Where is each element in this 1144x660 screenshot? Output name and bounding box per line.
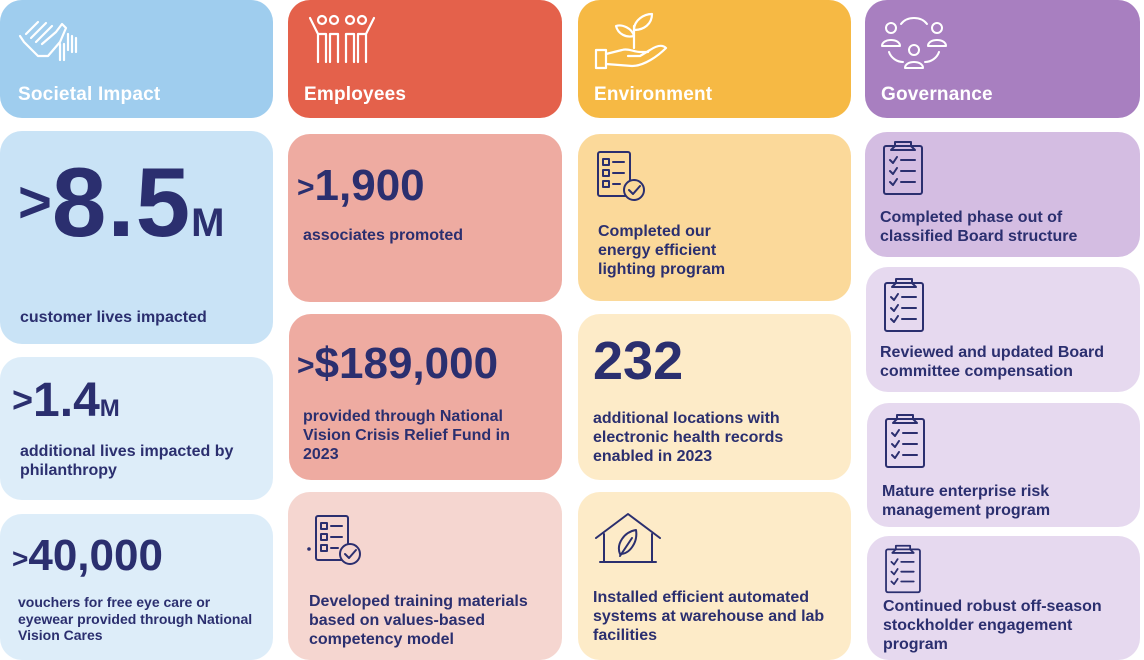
item-caption: Developed training materials based on va… [309, 593, 528, 648]
stat-value: >1,900 [297, 161, 425, 210]
stat-caption: additional lives impacted by philanthrop… [20, 443, 234, 479]
environment-stat-2: 232 additional locations with electronic… [578, 314, 851, 480]
stat-value: >40,000 [12, 531, 163, 580]
stat-value: 232 [593, 331, 684, 391]
checklist-icon [594, 150, 648, 204]
environment-title: Environment [594, 84, 713, 105]
employees-stat-1: >1,900 associates promoted [288, 134, 562, 302]
stat-caption: vouchers for free eye care or eyewear pr… [18, 594, 253, 644]
item-caption: Completed phase out of classified Board … [880, 209, 1078, 245]
item-caption: Installed efficient automated systems at… [593, 589, 825, 644]
clipboard-check-icon [883, 413, 927, 469]
checklist-icon [306, 512, 364, 570]
employees-header: Employees [288, 0, 562, 118]
item-caption: Reviewed and updated Board committee com… [880, 344, 1105, 380]
societal-stat-3: >40,000 vouchers for free eye care or ey… [0, 514, 273, 660]
people-network-icon [879, 14, 949, 70]
governance-item-3: Mature enterprise risk management progra… [867, 403, 1140, 527]
stat-caption: additional locations with electronic hea… [593, 410, 784, 465]
raised-hand-icon [16, 10, 84, 68]
societal-title: Societal Impact [18, 84, 161, 105]
stat-caption: customer lives impacted [20, 309, 207, 326]
stat-caption: provided through National Vision Crisis … [303, 408, 510, 463]
item-caption: Mature enterprise risk management progra… [882, 483, 1051, 519]
team-celebrating-icon [306, 12, 378, 68]
clipboard-check-icon [882, 277, 926, 333]
governance-header: Governance [865, 0, 1140, 118]
governance-title: Governance [881, 84, 993, 105]
stat-value: >$189,000 [297, 339, 499, 388]
employees-stat-2: >$189,000 provided through National Visi… [289, 314, 562, 480]
stat-value: >8.5M [18, 147, 225, 257]
environment-item-3: Installed efficient automated systems at… [578, 492, 851, 660]
environment-item-1: Completed our energy efficient lighting … [578, 134, 851, 301]
governance-item-4: Continued robust off-season stockholder … [867, 536, 1140, 660]
stat-value: >1.4M [12, 374, 120, 427]
stat-caption: associates promoted [303, 227, 464, 244]
societal-stat-2: >1.4M additional lives impacted by phila… [0, 357, 273, 500]
environment-header: Environment [578, 0, 851, 118]
eco-house-icon [594, 512, 664, 566]
clipboard-check-icon [883, 544, 923, 594]
employees-title: Employees [304, 84, 407, 105]
societal-stat-1: >8.5M customer lives impacted [0, 131, 273, 344]
item-caption: Continued robust off-season stockholder … [883, 598, 1102, 653]
hand-with-sprout-icon [592, 10, 672, 70]
governance-item-1: Completed phase out of classified Board … [865, 132, 1140, 257]
governance-item-2: Reviewed and updated Board committee com… [866, 267, 1140, 392]
clipboard-check-icon [881, 140, 925, 196]
item-caption: Completed our energy efficient lighting … [598, 223, 726, 278]
societal-header: Societal Impact [0, 0, 273, 118]
employees-item-3: Developed training materials based on va… [288, 492, 562, 660]
